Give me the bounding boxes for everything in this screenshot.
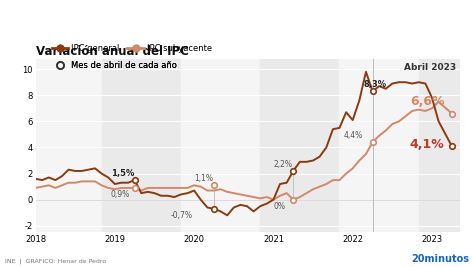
Text: 8,3%: 8,3%: [363, 80, 386, 89]
Text: 4,1%: 4,1%: [410, 138, 445, 151]
Text: 1,5%: 1,5%: [111, 169, 134, 178]
Text: Abril 2023: Abril 2023: [404, 63, 456, 72]
Bar: [101, 59, 181, 232]
Legend: Mes de abril de cada año: Mes de abril de cada año: [48, 58, 180, 73]
Text: 0%: 0%: [273, 202, 285, 211]
Text: Variación anual del IPC: Variación anual del IPC: [36, 45, 189, 58]
Text: -0,7%: -0,7%: [170, 211, 192, 220]
Bar: [260, 59, 339, 232]
Bar: [339, 59, 419, 232]
Bar: [36, 59, 101, 232]
Text: 2,2%: 2,2%: [273, 160, 292, 169]
Bar: [181, 59, 260, 232]
Text: 0,9%: 0,9%: [111, 190, 130, 199]
Text: 6,6%: 6,6%: [410, 95, 444, 108]
Bar: [419, 59, 460, 232]
Text: 4,4%: 4,4%: [343, 131, 363, 140]
Text: INE  |  GRÁFICO: Henar de Pedro: INE | GRÁFICO: Henar de Pedro: [5, 258, 106, 264]
Text: 20minutos: 20minutos: [411, 254, 469, 264]
Text: 1,1%: 1,1%: [194, 174, 213, 183]
